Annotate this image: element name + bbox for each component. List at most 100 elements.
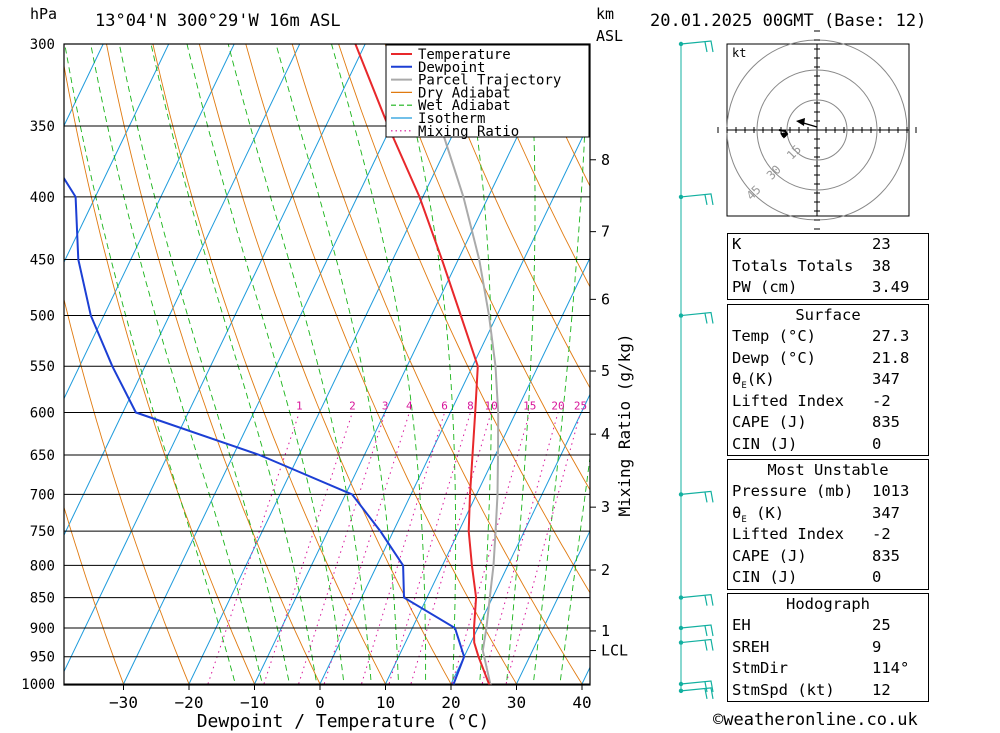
mixing-ratio-line bbox=[410, 412, 492, 685]
dry-adiabat-line bbox=[64, 505, 125, 685]
eh-value: 25 bbox=[872, 616, 891, 634]
wind-barb bbox=[680, 687, 714, 699]
theta-unit: (K) bbox=[746, 503, 785, 522]
surface-dewp-label: Dewp (°C) bbox=[732, 348, 816, 367]
theta-symbol: θ bbox=[732, 370, 742, 388]
wind-barb bbox=[680, 624, 714, 637]
wind-barb bbox=[680, 593, 714, 606]
dry-adiabat-line bbox=[291, 44, 584, 685]
pressure-tick-label: 900 bbox=[30, 621, 55, 637]
surface-li-value: -2 bbox=[872, 391, 891, 410]
temp-tick-label: 30 bbox=[507, 693, 526, 712]
legend-label: Parcel Trajectory bbox=[418, 73, 561, 89]
mixing-ratio-label: 3 bbox=[382, 399, 389, 412]
surface-table: Surface Temp (°C) 27.3 Dewp (°C) 21.8 θE(K… bbox=[727, 304, 929, 456]
mixing-ratio-label: 2 bbox=[349, 399, 356, 412]
most-unstable-table: Most Unstable Pressure (mb) 1013 θE (K) 34… bbox=[727, 459, 929, 590]
wet-adiabat-line bbox=[275, 44, 399, 685]
wind-barb-feather bbox=[704, 595, 708, 606]
wind-barb bbox=[680, 680, 714, 693]
theta-unit: (K) bbox=[746, 370, 775, 388]
wind-barb-feather bbox=[704, 681, 708, 693]
credit-link[interactable]: ©weatheronline.co.uk bbox=[713, 710, 918, 730]
wind-barb-feather bbox=[704, 41, 708, 53]
mixing-ratio-label: 15 bbox=[523, 399, 536, 412]
isotherm-line bbox=[64, 44, 301, 537]
dry-adiabat-line bbox=[384, 44, 590, 491]
mixing-ratio-label: 10 bbox=[484, 399, 497, 412]
mixing-ratio-label: 8 bbox=[467, 399, 474, 412]
km-tick-label: 3 bbox=[601, 498, 610, 516]
pw-row: PW (cm) 3.49 bbox=[728, 277, 928, 299]
wet-adiabat-line bbox=[394, 44, 457, 685]
wet-adiabat-line bbox=[559, 454, 590, 685]
mu-li-label: Lifted Index bbox=[732, 525, 844, 543]
sreh-value: 9 bbox=[872, 637, 882, 656]
wind-barb bbox=[680, 193, 714, 206]
mixing-ratio-label: 4 bbox=[406, 399, 413, 412]
isotherm-line bbox=[64, 44, 104, 127]
stmdir-label: StmDir bbox=[732, 659, 788, 677]
surface-cin-value: 0 bbox=[872, 434, 882, 453]
mu-cin-label: CIN (J) bbox=[732, 568, 798, 586]
km-tick-label: 6 bbox=[601, 290, 610, 308]
hodograph-ring bbox=[786, 99, 848, 161]
isotherm-line bbox=[64, 44, 235, 400]
stmdir-value: 114° bbox=[872, 659, 910, 677]
dry-adiabat-line bbox=[245, 44, 518, 685]
km-tick-label: 8 bbox=[601, 151, 610, 169]
dry-adiabat-line bbox=[198, 44, 453, 685]
hodograph-unit-label: kt bbox=[732, 46, 746, 60]
mixing-ratio-line bbox=[263, 412, 353, 685]
surface-dewp-value: 21.8 bbox=[872, 348, 910, 367]
dry-adiabat-line bbox=[152, 44, 387, 685]
mu-cin-value: 0 bbox=[872, 568, 882, 586]
wet-adiabat-line bbox=[227, 44, 372, 685]
isotherm-line bbox=[449, 393, 590, 685]
dry-adiabat-line bbox=[64, 63, 256, 685]
wet-adiabat-line bbox=[532, 44, 589, 685]
pressure-unit-label: hPa bbox=[30, 5, 58, 23]
wind-barb-feather bbox=[704, 688, 708, 699]
mixing-ratio-line bbox=[207, 412, 300, 685]
pressure-tick-label: 600 bbox=[30, 405, 55, 421]
pressure-tick-label: 700 bbox=[30, 487, 55, 503]
mu-li-value: -2 bbox=[872, 525, 891, 543]
km-tick-label: 7 bbox=[601, 223, 610, 241]
mixing-ratio-line bbox=[451, 412, 531, 685]
dry-adiabat-line bbox=[338, 44, 590, 594]
hodograph-trace-point bbox=[781, 132, 787, 138]
wind-barb bbox=[680, 638, 714, 651]
wind-barb bbox=[680, 490, 714, 503]
wet-adiabat-line bbox=[90, 44, 263, 685]
surface-cin-label: CIN (J) bbox=[732, 434, 798, 453]
mu-pressure-label: Pressure (mb) bbox=[732, 482, 854, 500]
wind-barb bbox=[680, 40, 714, 53]
pressure-tick-label: 350 bbox=[30, 119, 55, 135]
temp-tick-label: −10 bbox=[240, 693, 269, 712]
theta-subscript: E bbox=[741, 381, 747, 392]
mixing-ratio-axis-title: Mixing Ratio (g/kg) bbox=[615, 333, 634, 516]
hodograph-title: Hodograph bbox=[786, 595, 870, 613]
mu-theta-e-value: 347 bbox=[872, 503, 900, 522]
stmspd-label: StmSpd (kt) bbox=[732, 680, 835, 699]
wind-barb-feather bbox=[704, 313, 708, 324]
location-title: 13°04'N 300°29'W 16m ASL bbox=[95, 11, 341, 31]
mu-theta-e-label: θE (K) bbox=[728, 503, 872, 525]
wind-barb-feather bbox=[704, 194, 708, 206]
wet-adiabat-line bbox=[505, 44, 536, 685]
temperature-profile bbox=[354, 44, 492, 685]
legend-label: Dewpoint bbox=[418, 60, 485, 76]
wind-barb-feather bbox=[704, 492, 708, 503]
surface-title: Surface bbox=[795, 306, 861, 324]
surface-theta-e-value: 347 bbox=[872, 370, 900, 388]
k-index-row: K 23 bbox=[728, 234, 928, 256]
dry-adiabat-line bbox=[106, 44, 321, 685]
km-tick-label: 4 bbox=[601, 425, 610, 443]
surface-cape-value: 835 bbox=[872, 413, 900, 431]
pressure-tick-label: 1000 bbox=[21, 677, 55, 693]
dry-adiabat-line bbox=[431, 44, 590, 389]
